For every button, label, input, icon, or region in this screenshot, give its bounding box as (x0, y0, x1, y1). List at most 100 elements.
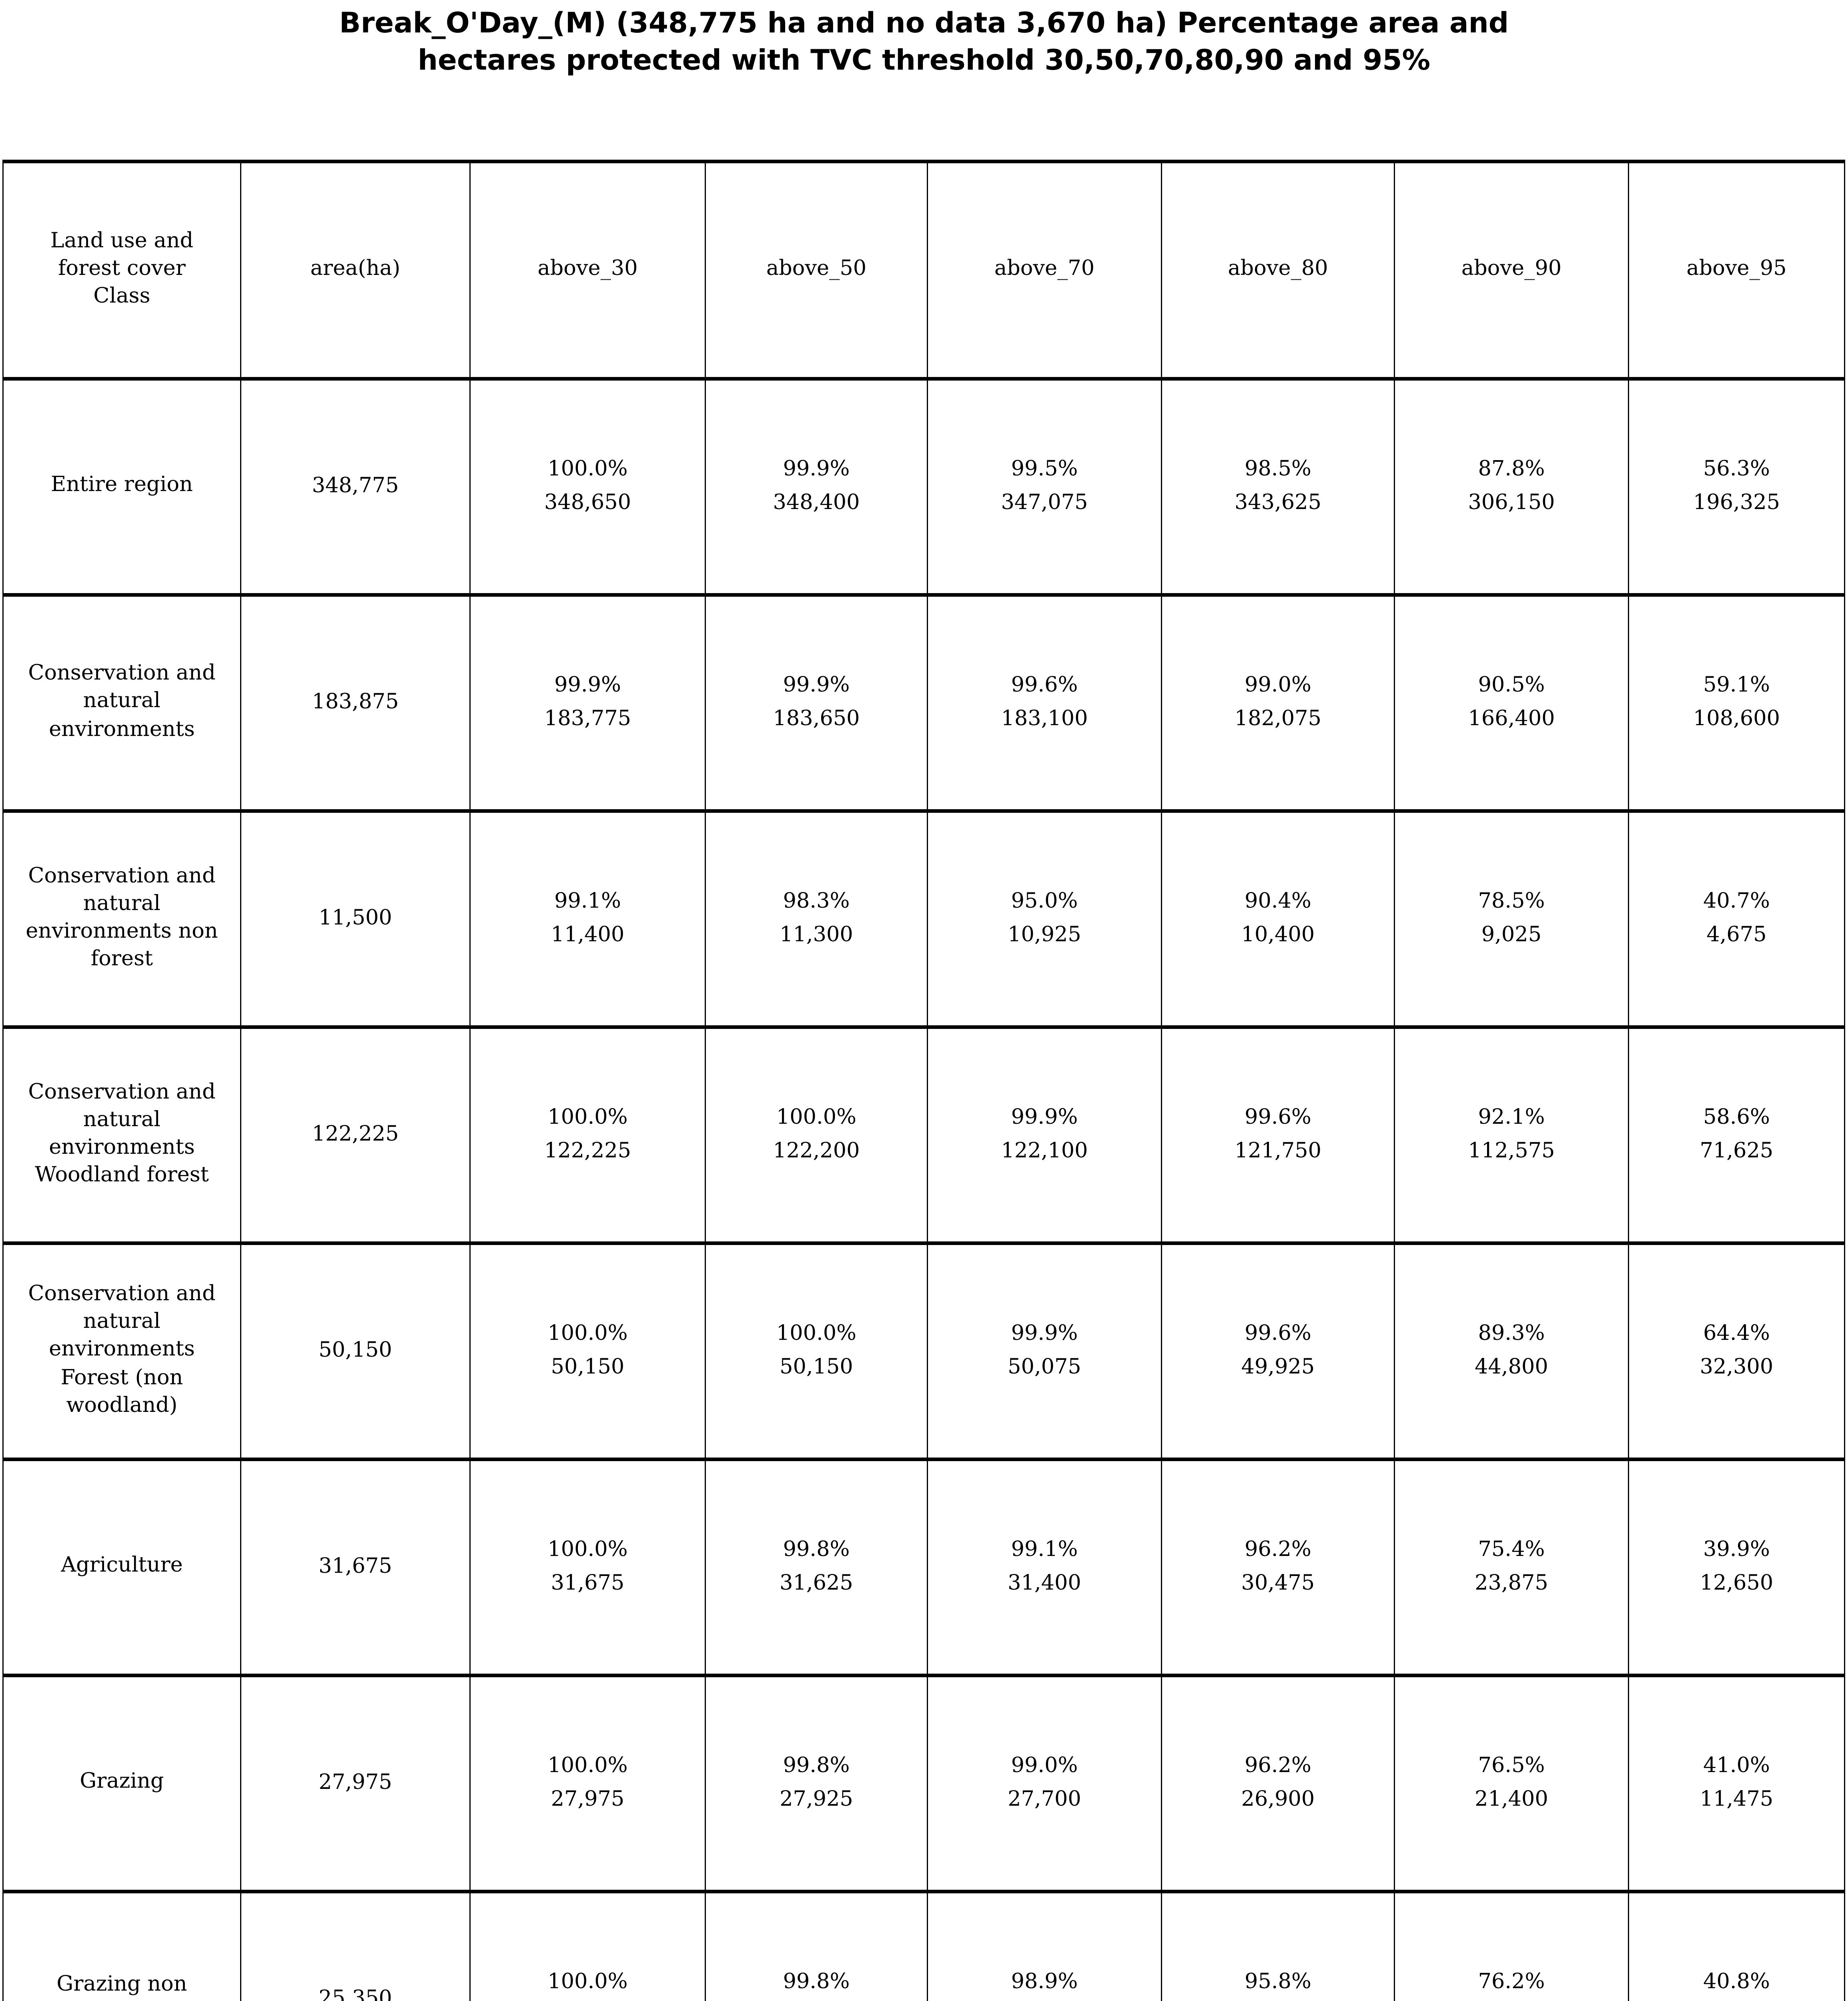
cell-above-30: 99.9% 183,775 (469, 592, 706, 812)
cell-above-70: 99.0% 27,700 (927, 1673, 1162, 1893)
table-row: Agriculture 31,675 100.0% 31,675 99.8% 31,625… (2, 1457, 1845, 1677)
cell-above-90: 76.2% 19,325 (1394, 1889, 1629, 2001)
table-row: Conservation and natural environments Wo… (2, 1025, 1845, 1245)
cell-above-50: 99.9% 348,400 (705, 376, 928, 596)
hectares-value: 122,200 (773, 1139, 860, 1163)
percent-value: 99.9% (783, 457, 850, 481)
cell-area-ha: 183,875 (240, 592, 471, 812)
cell-above-50: 100.0% 50,150 (705, 1241, 928, 1461)
header-row: Land use and forest cover Class area(ha) a… (2, 159, 1845, 380)
cell-area-ha: 25,350 (240, 1889, 471, 2001)
cell-above-90: 92.1% 112,575 (1394, 1025, 1629, 1245)
table-row: Grazing 27,975 100.0% 27,975 99.8% 27,925 99.0… (2, 1673, 1845, 1893)
hectares-value: 24,275 (1163, 1999, 1393, 2001)
hectares-value: 26,900 (1241, 1788, 1315, 1812)
page-title: Break_O'Day_(M) (348,775 ha and no data … (339, 6, 1509, 77)
cell-above-70: 99.9% 50,075 (927, 1241, 1162, 1461)
hectares-value: 44,800 (1475, 1355, 1548, 1379)
percent-value: 100.0% (547, 1754, 628, 1778)
column-header-above-95: above_95 (1628, 159, 1845, 380)
percent-value: 100.0% (776, 1106, 857, 1130)
table-row: Conservation and natural environments Fo… (2, 1241, 1845, 1461)
hectares-value: 50,150 (780, 1355, 853, 1379)
hectares-value: 11,400 (551, 923, 625, 947)
cell-above-90: 76.5% 21,400 (1394, 1673, 1629, 1893)
hectares-value: 49,925 (1241, 1355, 1315, 1379)
hectares-value: 50,075 (1008, 1355, 1081, 1379)
hectares-value: 182,075 (1234, 707, 1322, 731)
percent-value: 89.3% (1478, 1322, 1545, 1346)
hectares-value: 166,400 (1468, 707, 1555, 731)
cell-above-30: 100.0% 122,225 (469, 1025, 706, 1245)
hectares-value: 27,975 (551, 1788, 625, 1812)
percent-value: 76.5% (1478, 1754, 1545, 1778)
cell-above-95: 40.8% 10,350 (1628, 1889, 1845, 2001)
percent-value: 90.5% (1478, 674, 1545, 698)
cell-above-80: 98.5% 343,625 (1161, 376, 1395, 596)
cell-above-90: 87.8% 306,150 (1394, 376, 1629, 596)
hectares-value: 122,100 (1001, 1139, 1088, 1163)
cell-above-90: 89.3% 44,800 (1394, 1241, 1629, 1461)
percent-value: 95.0% (1011, 890, 1078, 914)
percent-value: 76.2% (1478, 1970, 1545, 1994)
percent-value: 99.9% (1011, 1322, 1078, 1346)
cell-above-70: 99.5% 347,075 (927, 376, 1162, 596)
cell-above-95: 40.7% 4,675 (1628, 808, 1845, 1029)
table-row: Entire region 348,775 100.0% 348,650 99.9% 34… (2, 376, 1845, 596)
cell-above-80: 99.6% 121,750 (1161, 1025, 1395, 1245)
cell-above-95: 39.9% 12,650 (1628, 1457, 1845, 1677)
percent-value: 87.8% (1478, 457, 1545, 481)
cell-above-50: 98.3% 11,300 (705, 808, 928, 1029)
row-label: Agriculture (2, 1457, 241, 1677)
hectares-value: 343,625 (1234, 491, 1322, 515)
column-header-above-90: above_90 (1394, 159, 1629, 380)
cell-area-ha: 31,675 (240, 1457, 471, 1677)
cell-area-ha: 11,500 (240, 808, 471, 1029)
cell-area-ha: 122,225 (240, 1025, 471, 1245)
percent-value: 59.1% (1703, 674, 1770, 698)
protection-table: Land use and forest cover Class area(ha) a… (2, 159, 1845, 2001)
percent-value: 100.0% (776, 1322, 857, 1346)
row-label: Conservation and natural environments no… (2, 808, 241, 1029)
hectares-value: 183,100 (1001, 707, 1088, 731)
percent-value: 39.9% (1703, 1538, 1770, 1562)
row-label: Conservation and natural environments Fo… (2, 1241, 241, 1461)
hectares-value: 306,150 (1468, 491, 1555, 515)
hectares-value: 12,650 (1700, 1572, 1774, 1596)
cell-above-80: 96.2% 30,475 (1161, 1457, 1395, 1677)
percent-value: 99.9% (783, 674, 850, 698)
percent-value: 99.0% (1011, 1754, 1078, 1778)
column-header-class: Land use and forest cover Class (2, 159, 241, 380)
percent-value: 99.1% (1011, 1538, 1078, 1562)
percent-value: 99.6% (1245, 1106, 1311, 1130)
cell-above-50: 99.9% 183,650 (705, 592, 928, 812)
percent-value: 40.7% (1703, 890, 1770, 914)
hectares-value: 27,700 (1008, 1788, 1081, 1812)
hectares-value: 30,475 (1241, 1572, 1315, 1596)
hectares-value: 50,150 (551, 1355, 625, 1379)
percent-value: 90.4% (1245, 890, 1311, 914)
hectares-value: 25,075 (929, 1999, 1161, 2001)
percent-value: 99.9% (1011, 1106, 1078, 1130)
cell-above-50: 99.8% 31,625 (705, 1457, 928, 1677)
row-label: Conservation and natural environments Wo… (2, 1025, 241, 1245)
hectares-value: 11,300 (780, 923, 853, 947)
hectares-value: 108,600 (1693, 707, 1780, 731)
percent-value: 56.3% (1703, 457, 1770, 481)
hectares-value: 112,575 (1468, 1139, 1555, 1163)
cell-above-95: 56.3% 196,325 (1628, 376, 1845, 596)
percent-value: 99.9% (554, 674, 621, 698)
table-row: Grazing non forest25,350100.0%25,35099.8… (2, 1889, 1845, 2001)
cell-above-30: 100.0% 31,675 (469, 1457, 706, 1677)
percent-value: 75.4% (1478, 1538, 1545, 1562)
row-label: Grazing (2, 1673, 241, 1893)
percent-value: 96.2% (1245, 1538, 1311, 1562)
cell-above-95: 58.6% 71,625 (1628, 1025, 1845, 1245)
cell-above-90: 78.5% 9,025 (1394, 808, 1629, 1029)
hectares-value: 9,025 (1481, 923, 1542, 947)
percent-value: 99.1% (554, 890, 621, 914)
column-header-area-ha-: area(ha) (240, 159, 471, 380)
percent-value: 98.5% (1245, 457, 1311, 481)
cell-above-30: 100.0% 348,650 (469, 376, 706, 596)
